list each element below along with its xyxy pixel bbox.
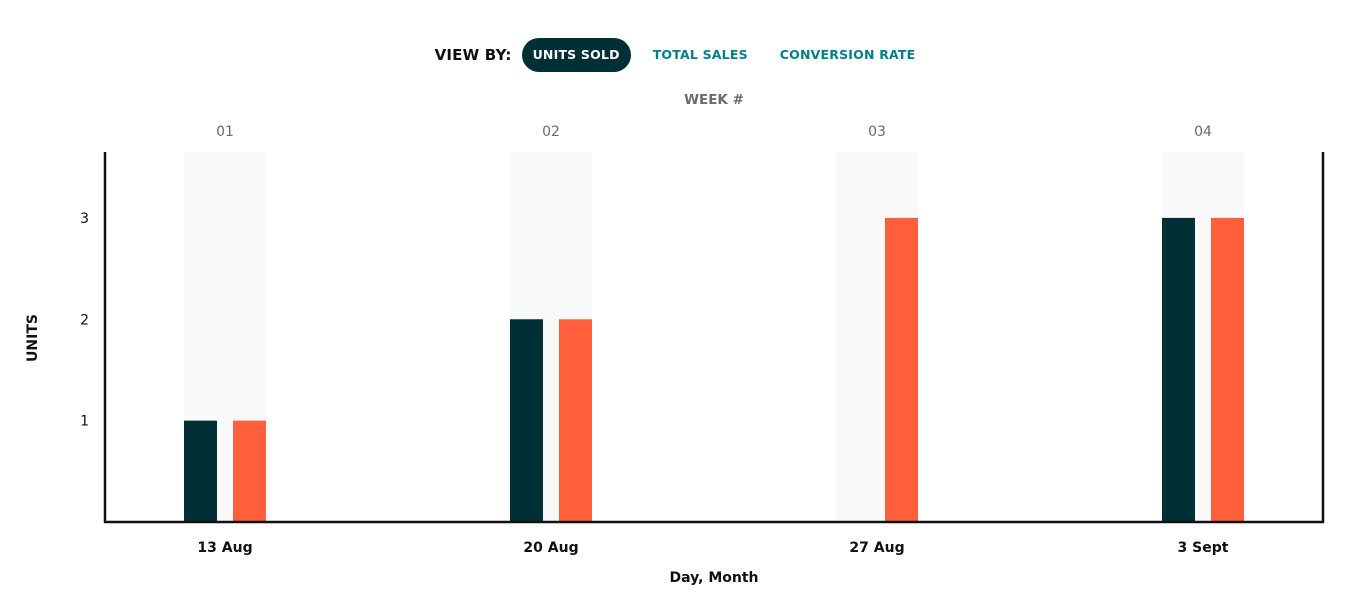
tab-conversion-rate[interactable]: CONVERSION RATE — [779, 47, 916, 62]
week-label: 04 — [1194, 124, 1212, 140]
week-label: 02 — [542, 124, 560, 140]
bar-series-1-4[interactable] — [1162, 217, 1195, 522]
axes — [103, 152, 1325, 524]
y-tick-label: 1 — [80, 414, 89, 430]
week-labels: 01 02 03 04 — [216, 124, 1212, 140]
y-axis-title: UNITS — [25, 314, 41, 362]
x-axis-title: Day, Month — [669, 570, 758, 586]
tab-total-sales[interactable]: TOTAL SALES — [652, 47, 748, 62]
view-by-bar: VIEW BY: UNITS SOLD TOTAL SALES CONVERSI… — [0, 38, 1366, 72]
y-tick-label: 2 — [80, 312, 89, 328]
category-label: 3 Sept — [1178, 540, 1229, 556]
week-axis-title: WEEK # — [684, 92, 744, 108]
y-tick-labels: 1 2 3 — [80, 211, 89, 430]
bar-series-2-1[interactable] — [233, 420, 266, 522]
category-labels: 13 Aug 20 Aug 27 Aug 3 Sept — [197, 540, 1228, 556]
y-tick-label: 3 — [80, 211, 89, 227]
view-by-label: VIEW BY: — [434, 46, 512, 64]
week-bands — [184, 152, 1244, 522]
week-label: 01 — [216, 124, 234, 140]
bar-series-2-3[interactable] — [885, 217, 918, 522]
bar-series-2-4[interactable] — [1211, 217, 1244, 522]
category-label: 13 Aug — [197, 540, 252, 556]
bar-series-1-1[interactable] — [184, 420, 217, 522]
tab-units-sold[interactable]: UNITS SOLD — [521, 38, 631, 72]
bars — [184, 217, 1244, 522]
category-label: 20 Aug — [523, 540, 578, 556]
category-label: 27 Aug — [849, 540, 904, 556]
bar-series-1-2[interactable] — [510, 319, 543, 522]
bar-series-2-2[interactable] — [559, 319, 592, 522]
week-label: 03 — [868, 124, 886, 140]
